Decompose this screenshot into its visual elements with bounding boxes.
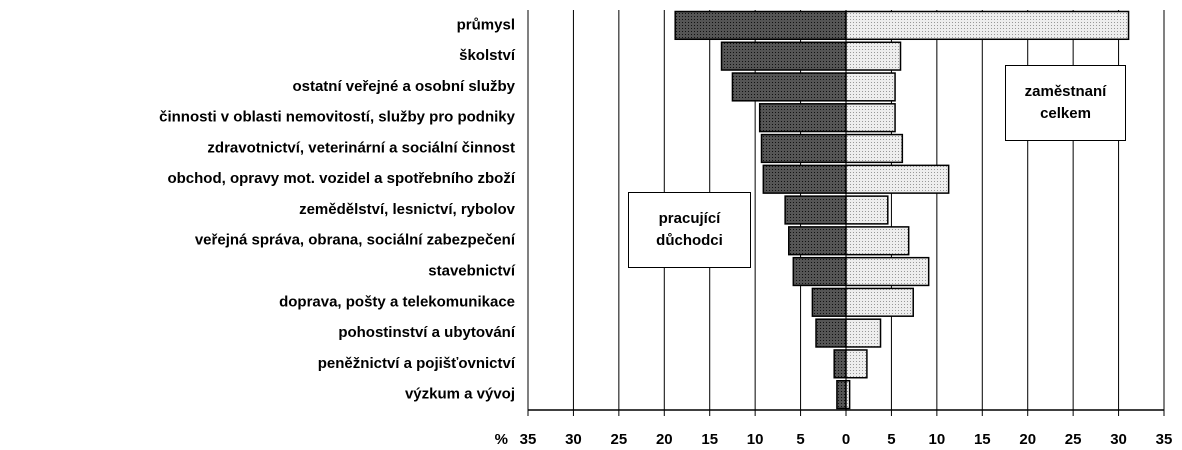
x-tick-label: 35 xyxy=(1156,431,1173,448)
category-label: ostatní veřejné a osobní služby xyxy=(292,78,515,95)
category-label: školství xyxy=(459,47,516,64)
x-tick-label: 5 xyxy=(887,431,895,448)
x-tick-label: 20 xyxy=(656,431,673,448)
bar xyxy=(788,226,847,256)
bar xyxy=(815,318,847,348)
category-label: činnosti v oblasti nemovitostí, služby p… xyxy=(159,109,516,126)
x-axis-label: % xyxy=(495,431,508,448)
bar xyxy=(845,195,889,225)
bar xyxy=(845,226,910,256)
x-tick-label: 25 xyxy=(1065,431,1082,448)
bar xyxy=(845,41,902,71)
x-tick-label: 35 xyxy=(520,431,537,448)
x-tick-label: 15 xyxy=(701,431,718,448)
category-label: zemědělství, lesnictví, rybolov xyxy=(299,201,516,218)
legend-box: zaměstnaní celkem xyxy=(1005,65,1126,141)
bar xyxy=(792,256,847,287)
category-label: výzkum a vývoj xyxy=(405,386,515,403)
bar xyxy=(845,349,868,379)
x-tick-label: 0 xyxy=(842,431,850,448)
bar xyxy=(720,41,847,71)
bar xyxy=(784,195,847,225)
category-label: pohostinství a ubytování xyxy=(338,324,516,341)
bar xyxy=(845,164,950,194)
bar xyxy=(731,72,847,102)
x-tick-label: 30 xyxy=(565,431,582,448)
bar xyxy=(845,72,896,102)
bar xyxy=(845,379,851,410)
bar xyxy=(760,133,847,164)
x-tick-label: 30 xyxy=(1110,431,1127,448)
bar xyxy=(758,103,847,133)
bar xyxy=(845,133,904,164)
bar xyxy=(845,287,914,317)
x-tick-label: 25 xyxy=(611,431,628,448)
bar xyxy=(836,379,847,410)
category-label: veřejná správa, obrana, sociální zabezpe… xyxy=(195,232,516,249)
x-tick-label: 20 xyxy=(1019,431,1036,448)
x-tick-label: 15 xyxy=(974,431,991,448)
bar xyxy=(811,287,847,317)
x-tick-label: 10 xyxy=(747,431,764,448)
bar xyxy=(845,103,896,133)
bar xyxy=(833,349,847,379)
bar xyxy=(762,164,847,194)
category-label: stavebnictví xyxy=(428,263,516,280)
legend-box: pracující důchodci xyxy=(628,192,751,268)
x-tick-label: 10 xyxy=(929,431,946,448)
x-tick-label: 5 xyxy=(796,431,804,448)
bar xyxy=(845,318,882,348)
bar xyxy=(845,256,930,287)
category-label: doprava, pošty a telekomunikace xyxy=(279,293,515,310)
category-label: obchod, opravy mot. vozidel a spotřebníh… xyxy=(167,170,515,187)
bar xyxy=(674,10,847,41)
bar xyxy=(845,10,1130,41)
category-label: zdravotnictví, veterinární a sociální či… xyxy=(207,139,515,156)
category-label: průmysl xyxy=(457,16,515,33)
category-label: peněžnictví a pojišťovnictví xyxy=(318,355,516,372)
